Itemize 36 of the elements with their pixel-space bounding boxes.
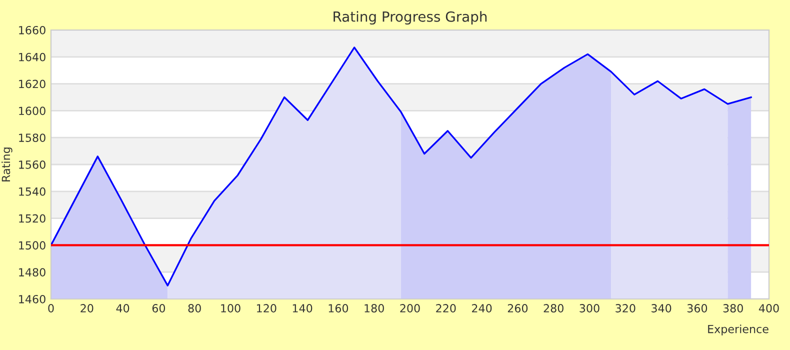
- x-tick-label: 380: [723, 304, 743, 312]
- x-tick-label: 100: [221, 304, 240, 312]
- y-tick-label: 1520: [19, 214, 46, 223]
- x-tick-label: 20: [80, 304, 94, 312]
- x-tick-label: 340: [652, 304, 672, 312]
- x-tick-label: 60: [152, 304, 166, 312]
- x-tick-label: 80: [188, 304, 201, 312]
- x-axis-title: Experience: [708, 324, 768, 336]
- y-tick-label: 1480: [19, 268, 46, 276]
- x-tick-label: 40: [116, 304, 130, 312]
- y-tick-label: 1640: [19, 52, 46, 62]
- y-axis-title: Rating: [2, 148, 12, 182]
- x-tick-label: 200: [400, 304, 420, 312]
- line-series: [51, 46, 752, 286]
- y-tick-label: 1620: [19, 80, 46, 88]
- x-tick-label: 140: [292, 304, 312, 312]
- y-tick-label: 1460: [19, 294, 46, 304]
- y-tick-label: 1580: [19, 134, 46, 142]
- x-tick-label: 0: [48, 304, 54, 312]
- y-tick-label: 1660: [19, 26, 46, 34]
- x-tick-label: 300: [580, 304, 600, 312]
- x-tick-label: 120: [257, 304, 276, 312]
- x-tick-label: 360: [687, 304, 708, 312]
- y-tick-label: 1600: [19, 106, 46, 116]
- y-tick-label: 1560: [19, 160, 46, 169]
- y-tick-label: 1500: [19, 241, 46, 250]
- chart-title: Rating Progress Graph: [334, 11, 487, 25]
- x-tick-label: 180: [364, 304, 384, 312]
- x-tick-label: 400: [758, 304, 779, 312]
- x-tick-label: 260: [508, 304, 528, 312]
- x-tick-label: 320: [616, 304, 636, 312]
- x-tick-label: 240: [472, 304, 492, 312]
- y-tick-label: 1540: [19, 187, 46, 196]
- x-tick-label: 280: [544, 304, 564, 312]
- x-tick-label: 160: [328, 304, 348, 312]
- x-tick-label: 220: [436, 304, 456, 312]
